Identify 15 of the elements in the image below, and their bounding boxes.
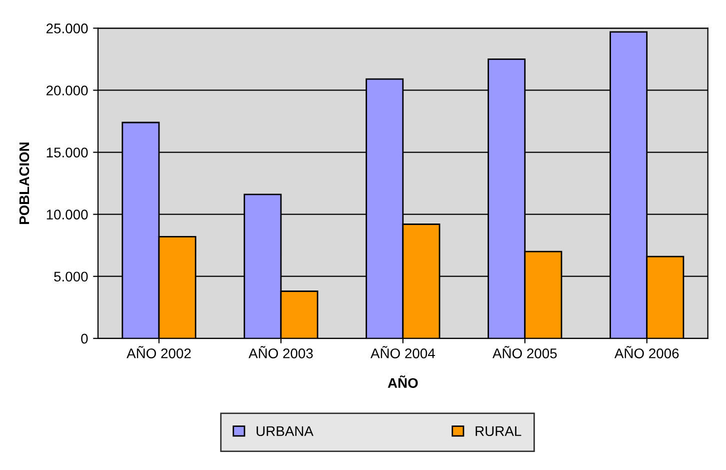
x-tick-label: AÑO 2006 xyxy=(614,346,679,358)
x-axis-title: AÑO xyxy=(388,375,418,388)
x-tick-label: AÑO 2005 xyxy=(492,346,557,358)
y-tick-label: 10.000 xyxy=(46,210,88,220)
legend-label: RURAL xyxy=(476,426,522,436)
y-tick-label: 25.000 xyxy=(46,24,88,34)
y-tick-label: 5.000 xyxy=(54,272,88,282)
x-tick-label: AÑO 2003 xyxy=(248,346,313,358)
x-tick-label: AÑO 2004 xyxy=(370,346,435,358)
y-tick-label: 20.000 xyxy=(46,86,88,96)
y-axis-title: POBLACION xyxy=(19,142,30,224)
legend-label: URBANA xyxy=(256,426,314,436)
y-tick-label: 15.000 xyxy=(46,148,88,158)
y-tick-label: 0 xyxy=(81,334,88,344)
x-tick-label: AÑO 2002 xyxy=(126,346,191,358)
